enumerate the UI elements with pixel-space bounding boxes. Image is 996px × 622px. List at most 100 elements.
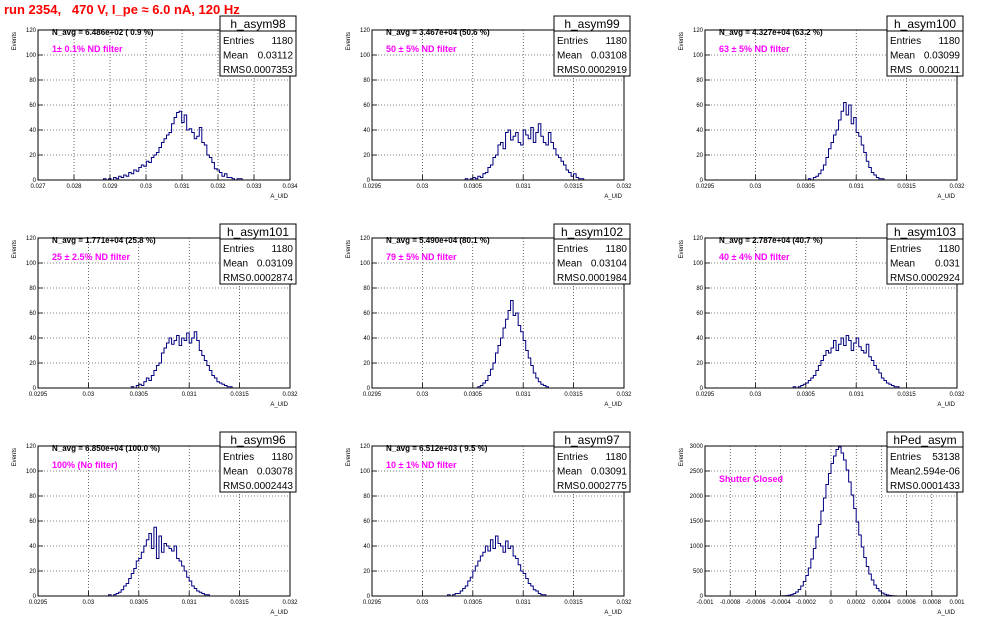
x-tick-label: 0.0305: [464, 184, 483, 190]
x-tick-label: 0.0006: [897, 600, 916, 606]
y-tick-label: 100: [26, 53, 37, 59]
y-tick-label: 120: [693, 28, 704, 34]
stats-key-rms: RMS: [890, 273, 913, 284]
x-tick-label: 0.031: [174, 184, 190, 190]
stats-key-entries: Entries: [890, 452, 921, 463]
n-avg-label: N_avg = 5.490e+04 (80.1 %): [386, 236, 490, 245]
n-avg-label: N_avg = 2.787e+04 (40.7 %): [719, 236, 823, 245]
y-axis-label: Events: [12, 240, 18, 258]
stats-title: h_asym96: [230, 433, 286, 447]
stats-key-rms: RMS: [890, 481, 913, 492]
stats-box: [219, 431, 297, 493]
y-tick-label: 120: [26, 444, 37, 450]
histogram-panel-h_asym97: 0.0295 0.03 0.0305 0.031 0.0315 0.032 0 20 40 60 8…: [346, 431, 632, 616]
y-axis-label: Events: [12, 32, 18, 50]
x-tick-label: 0.0305: [797, 392, 816, 398]
y-tick-label: 40: [29, 336, 36, 342]
histogram-steps: [372, 300, 624, 389]
histogram-panel-h_asym102: 0.0295 0.03 0.0305 0.031 0.0315 0.032 0 20 40 60 8…: [346, 223, 632, 408]
x-tick-label: 0.03: [417, 392, 429, 398]
x-tick-label: -0.0008: [720, 600, 741, 606]
y-tick-label: 60: [696, 103, 703, 109]
stats-value-entries: 1180: [271, 244, 293, 255]
x-tick-label: 0.0295: [696, 184, 715, 190]
y-tick-label: 2500: [690, 469, 704, 475]
x-tick-label: 0.0315: [897, 184, 916, 190]
y-tick-label: 120: [360, 236, 371, 242]
stats-box: [886, 431, 964, 493]
y-tick-label: 0: [367, 386, 371, 392]
x-tick-label: 0.03: [750, 184, 762, 190]
y-tick-label: 40: [29, 128, 36, 134]
stats-title: h_asym101: [227, 225, 289, 239]
histogram-steps: [705, 102, 957, 181]
histogram-steps: [372, 535, 624, 597]
stats-value-rms: 0.0001984: [580, 273, 628, 284]
stats-box: [553, 223, 631, 285]
stats-key-mean: Mean: [557, 467, 582, 478]
y-tick-label: 100: [26, 261, 37, 267]
y-tick-label: 0: [700, 594, 704, 600]
n-avg-label: N_avg = 3.467e+04 (50.6 %): [386, 28, 490, 37]
stats-value-mean: 2.594e-06: [915, 467, 960, 478]
y-tick-label: 40: [363, 336, 370, 342]
stats-title: h_asym99: [564, 17, 620, 31]
y-tick-label: 40: [696, 128, 703, 134]
stats-title: h_asym103: [894, 225, 956, 239]
y-tick-label: 80: [363, 78, 370, 84]
y-tick-label: 60: [363, 103, 370, 109]
stats-key-mean: Mean: [223, 51, 248, 62]
y-tick-label: 40: [29, 544, 36, 550]
stats-title: hPed_asym: [893, 433, 956, 447]
stats-box: [219, 223, 297, 285]
x-tick-label: 0.032: [949, 184, 965, 190]
x-tick-label: 0.0008: [923, 600, 942, 606]
stats-value-entries: 1180: [605, 36, 627, 47]
x-tick-label: 0.032: [949, 392, 965, 398]
stats-key-mean: Mean: [557, 259, 582, 270]
x-tick-label: 0: [829, 600, 833, 606]
histogram-steps: [372, 123, 624, 181]
stats-value-rms: 0.0007353: [246, 65, 294, 76]
y-axis-label: Events: [679, 240, 685, 258]
x-tick-label: -0.0006: [745, 600, 766, 606]
x-axis-label: A_UID: [270, 610, 288, 616]
y-tick-label: 3000: [690, 444, 704, 450]
y-tick-label: 100: [360, 261, 371, 267]
x-tick-label: 0.0305: [130, 600, 149, 606]
y-tick-label: 20: [29, 361, 36, 367]
histogram-panel-h_asym96: 0.0295 0.03 0.0305 0.031 0.0315 0.032 0 20 40 60 8…: [12, 431, 298, 616]
stats-box: [886, 223, 964, 285]
histogram-panel-h_asym101: 0.0295 0.03 0.0305 0.031 0.0315 0.032 0 20 40 60 8…: [12, 223, 298, 408]
y-tick-label: 20: [696, 153, 703, 159]
y-tick-label: 120: [693, 236, 704, 242]
stats-key-entries: Entries: [557, 244, 588, 255]
y-axis-label: Events: [679, 448, 685, 466]
stats-key-rms: RMS: [557, 273, 580, 284]
x-tick-label: 0.0295: [363, 392, 382, 398]
stats-value-rms: 0.0002924: [913, 273, 961, 284]
x-tick-label: 0.034: [282, 184, 298, 190]
x-tick-label: 0.032: [616, 184, 632, 190]
y-tick-label: 0: [33, 594, 37, 600]
stats-value-entries: 1180: [938, 36, 960, 47]
stats-key-entries: Entries: [557, 36, 588, 47]
y-tick-label: 60: [29, 103, 36, 109]
filter-label: 100% (No filter): [52, 460, 118, 470]
stats-key-rms: RMS: [557, 65, 580, 76]
x-axis-label: A_UID: [270, 194, 288, 200]
stats-key-mean: Mean: [890, 259, 915, 270]
histogram-steps: [38, 110, 290, 181]
y-tick-label: 120: [360, 28, 371, 34]
filter-label: 50 ± 5% ND filter: [386, 44, 457, 54]
stats-value-mean: 0.03112: [258, 51, 294, 62]
x-axis-label: A_UID: [604, 610, 622, 616]
stats-value-mean: 0.03109: [257, 259, 294, 270]
x-tick-label: 0.0305: [464, 392, 483, 398]
stats-value-mean: 0.03078: [257, 467, 294, 478]
x-tick-label: -0.0004: [770, 600, 791, 606]
stats-value-rms: 0.0002775: [580, 481, 628, 492]
filter-label: 1± 0.1% ND filter: [52, 44, 123, 54]
y-tick-label: 0: [700, 178, 704, 184]
x-tick-label: 0.032: [210, 184, 226, 190]
